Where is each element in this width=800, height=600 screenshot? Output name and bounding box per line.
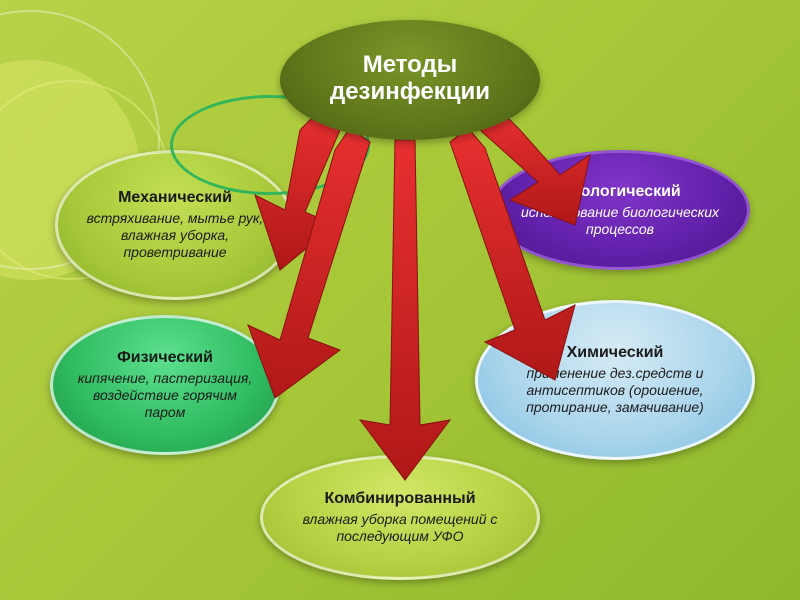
combined-desc: влажная уборка помещений с последующим У… bbox=[283, 511, 517, 545]
chemical-node: Химический применение дез.средств и анти… bbox=[475, 300, 755, 460]
biological-node: Биологический использование биологически… bbox=[490, 150, 750, 270]
center-node: Методы дезинфекции bbox=[280, 20, 540, 140]
chemical-title: Химический bbox=[567, 344, 664, 362]
chemical-desc: применение дез.средств и антисептиков (о… bbox=[498, 365, 732, 415]
mechanical-title: Механический bbox=[118, 189, 232, 207]
center-title: Методы дезинфекции bbox=[300, 52, 520, 105]
biological-desc: использование биологических процессов bbox=[513, 204, 727, 238]
diagram-container: Методы дезинфекции Механический встряхив… bbox=[0, 0, 800, 600]
biological-title: Биологический bbox=[559, 183, 681, 201]
physical-title: Физический bbox=[117, 349, 213, 367]
arrow-to-combined bbox=[360, 140, 450, 480]
combined-node: Комбинированный влажная уборка помещений… bbox=[260, 455, 540, 580]
mechanical-desc: встряхивание, мытье рук, влажная уборка,… bbox=[78, 210, 272, 260]
physical-desc: кипячение, пастеризация, воздействие гор… bbox=[73, 370, 257, 420]
physical-node: Физический кипячение, пастеризация, возд… bbox=[50, 315, 280, 455]
combined-title: Комбинированный bbox=[324, 490, 475, 508]
